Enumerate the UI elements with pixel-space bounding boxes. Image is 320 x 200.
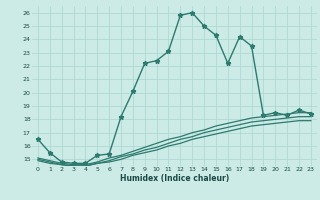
X-axis label: Humidex (Indice chaleur): Humidex (Indice chaleur) [120,174,229,183]
